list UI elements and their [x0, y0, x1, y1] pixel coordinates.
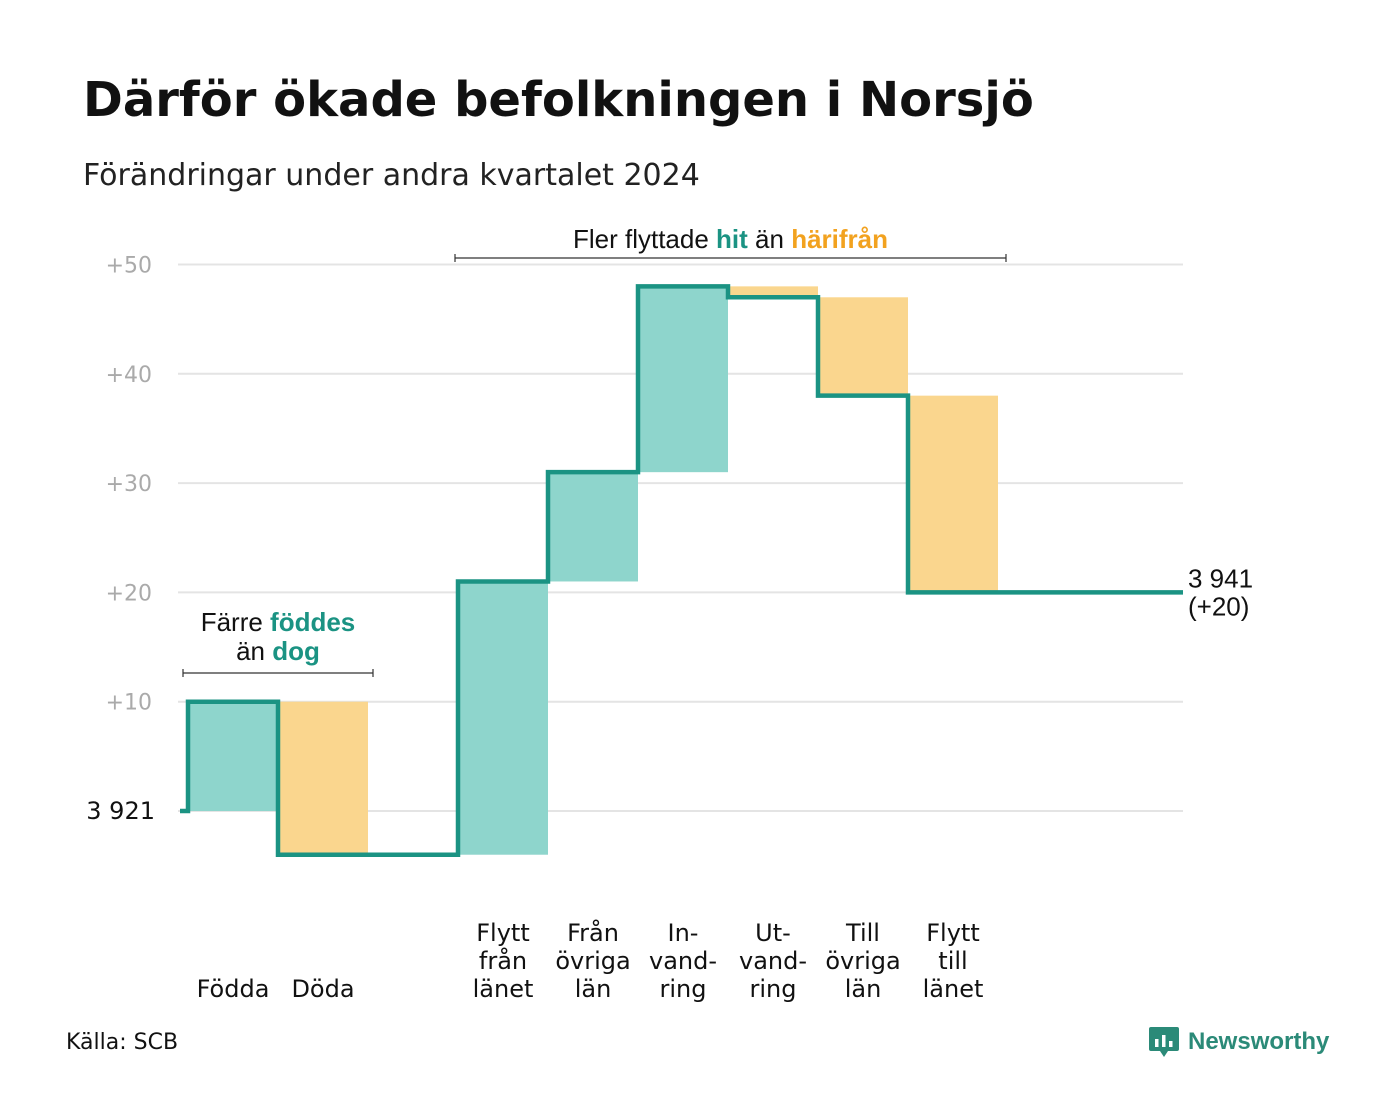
chart-title: Därför ökade befolkningen i Norsjö — [83, 72, 1034, 128]
source-note: Källa: SCB — [66, 1030, 179, 1055]
category-label: Från övriga län — [555, 918, 630, 1003]
annotation-births-deaths: än dog — [236, 636, 320, 666]
category-label: Flytt till länet — [923, 919, 984, 1003]
bars — [188, 286, 998, 855]
category-label: Flytt från länet — [473, 919, 534, 1003]
category-label: Döda — [291, 975, 354, 1003]
cumulative-step-line — [180, 284, 1183, 857]
base-value-label: 3 921 — [86, 797, 155, 825]
inflow-bar — [548, 472, 638, 582]
outflow-bar — [908, 395, 998, 593]
inflow-bar — [458, 581, 548, 855]
inflow-bar — [638, 286, 728, 473]
step-line-layer — [180, 284, 1183, 857]
y-tick-label: +50 — [106, 254, 152, 279]
inflow-bar — [188, 701, 278, 811]
outflow-bar — [278, 701, 368, 855]
chart-subtitle: Förändringar under andra kvartalet 2024 — [83, 158, 700, 193]
newsworthy-logo-icon — [1149, 1027, 1179, 1057]
final-value-label: 3 941 (+20) — [1188, 563, 1253, 621]
y-tick-label: +40 — [106, 363, 152, 388]
outflow-bar — [728, 286, 818, 298]
outflow-bar — [818, 297, 908, 396]
annotation-births-deaths: Färre föddes — [201, 607, 356, 637]
y-tick-label: +30 — [106, 472, 152, 497]
y-tick-label: +10 — [106, 691, 152, 716]
category-label: In-vand-ring — [649, 919, 717, 1003]
category-label: Till övriga län — [825, 919, 900, 1003]
category-label: Födda — [197, 975, 270, 1003]
labels: +10 +20 +30 +40 +50 3 921 Födda Döda Flytt från lä… — [86, 254, 1253, 1004]
brand-name: Newsworthy — [1188, 1028, 1330, 1055]
annotation-migration: Fler flyttade hit än härifrån — [573, 224, 888, 254]
brand-logo[interactable]: Newsworthy — [1148, 1025, 1329, 1059]
category-label: Ut-vand-ring — [739, 919, 807, 1003]
y-tick-label: +20 — [106, 581, 152, 606]
